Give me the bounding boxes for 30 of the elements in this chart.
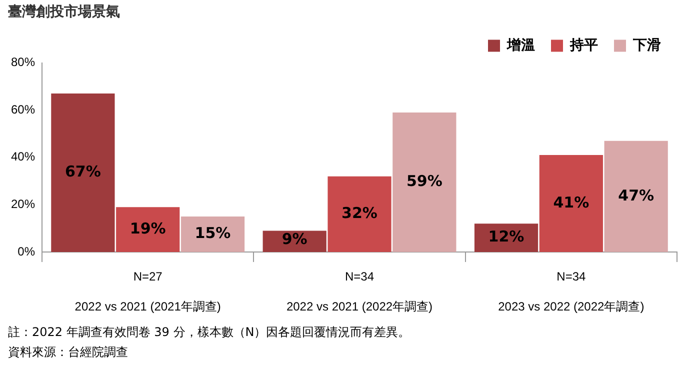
bar [51, 94, 115, 252]
legend-label: 下滑 [632, 36, 661, 53]
legend-label: 持平 [569, 36, 598, 53]
bar [328, 176, 392, 252]
data-label: 32% [342, 204, 378, 222]
y-tick-label: 60% [10, 102, 36, 116]
data-label: 12% [488, 228, 524, 246]
y-tick-label: 80% [10, 55, 36, 70]
data-label: 15% [194, 224, 231, 242]
bar [604, 140, 668, 252]
data-label: 59% [406, 172, 442, 190]
legend-label: 增溫 [506, 36, 535, 53]
data-label: 47% [618, 186, 654, 204]
data-label: 19% [130, 219, 166, 238]
category-label: N=34 2023 vs 2022 (2022年調查) [498, 269, 644, 314]
category-label: N=34 2022 vs 2021 (2022年調查) [286, 269, 433, 314]
data-label: 41% [553, 193, 590, 212]
y-tick-label: 40% [10, 150, 36, 164]
bar [116, 207, 180, 252]
y-tick-label: 0% [18, 244, 36, 258]
data-label: 67% [64, 162, 101, 181]
bar [180, 216, 245, 252]
bar [539, 155, 603, 252]
y-tick-label: 20% [10, 197, 36, 212]
text: 註：2022 年調查有效問卷 39 分，樣本數（N）因各題回覆情況而有差異。 [8, 324, 410, 341]
category-label: N=27 2022 vs 2021 (2021年調查) [74, 269, 221, 314]
data-label: 9% [282, 230, 308, 248]
chart-title: 臺灣創投市場景氣 [8, 3, 120, 20]
source-note: 資料來源：台經院調查 [8, 344, 129, 361]
bar [392, 112, 456, 252]
